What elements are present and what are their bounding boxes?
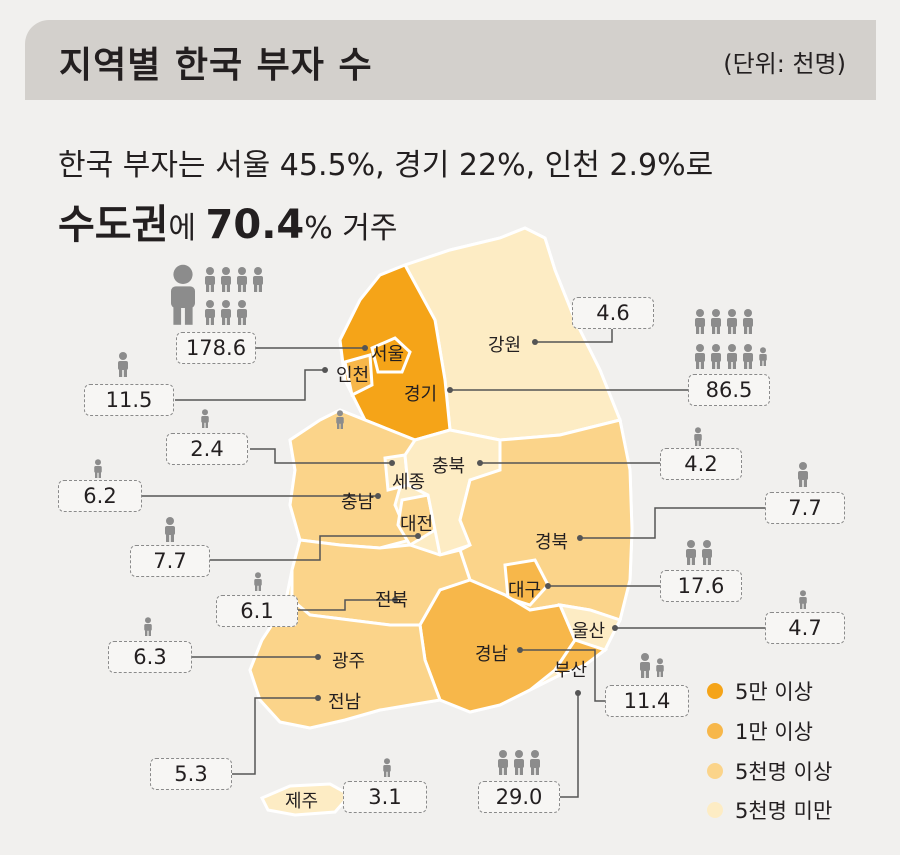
value-box-gyeongnam: 11.4 xyxy=(605,685,689,717)
legend-dot xyxy=(707,763,723,779)
region-daejeon xyxy=(396,493,437,548)
person-icon xyxy=(656,658,664,677)
headline-t2: % 거주 xyxy=(304,211,398,246)
legend-label: 5천명 미만 xyxy=(735,799,833,823)
leader-lines xyxy=(142,328,765,798)
region-daegu xyxy=(503,558,550,607)
value-box-jeju: 3.1 xyxy=(343,781,427,813)
person-icon xyxy=(530,750,540,775)
region-label-busan: 부산 xyxy=(554,660,588,681)
person-icon xyxy=(383,758,391,777)
headline-line-1: 한국 부자는 서울 45.5%, 경기 22%, 인천 2.9%로 xyxy=(58,148,714,183)
value-box-daejeon: 7.7 xyxy=(130,545,210,577)
region-label-jeonbuk: 전북 xyxy=(375,590,409,611)
value-box-gangwon: 4.6 xyxy=(572,297,654,329)
region-chungnam xyxy=(288,408,417,550)
value-box-daegu: 17.6 xyxy=(660,570,742,602)
region-label-daegu: 대구 xyxy=(508,580,542,601)
headline-b1: 수도권 xyxy=(58,202,169,248)
region-label-seoul: 서울 xyxy=(371,344,405,365)
headline-b2: 70.4 xyxy=(205,202,305,248)
value-box-sejong: 2.4 xyxy=(166,433,248,465)
person-icon xyxy=(165,517,175,542)
legend-dot xyxy=(707,683,723,699)
title-bar: 지역별 한국 부자 수 (단위: 천명) xyxy=(25,20,876,100)
person-icon xyxy=(702,540,712,565)
region-label-gangwon: 강원 xyxy=(488,335,522,356)
leader-dots xyxy=(315,339,618,800)
value-box-gyeonggi: 86.5 xyxy=(688,374,770,406)
value-box-seoul: 178.6 xyxy=(176,332,256,364)
legend-item: 1만 이상 xyxy=(707,716,813,746)
person-icon-group-gyeonggi xyxy=(695,309,767,369)
region-label-chungbuk: 충북 xyxy=(432,456,466,477)
person-icon xyxy=(201,409,209,428)
headline-line-2: 수도권에 70.4% 거주 xyxy=(58,192,398,250)
region-incheon xyxy=(343,353,374,398)
legend-item: 5만 이상 xyxy=(707,676,813,706)
person-icon xyxy=(799,590,807,609)
legend-item: 5천명 미만 xyxy=(707,795,832,825)
value-box-chungnam: 6.2 xyxy=(58,480,142,512)
person-icon xyxy=(118,352,128,377)
region-label-gyeonggi: 경기 xyxy=(404,384,438,405)
legend-dot xyxy=(707,802,723,818)
value-box-chungbuk: 4.2 xyxy=(660,448,742,480)
region-jeju xyxy=(259,782,353,817)
person-icon xyxy=(144,617,152,636)
unit-label: (단위: 천명) xyxy=(723,50,846,78)
region-label-jeonnam: 전남 xyxy=(328,692,362,713)
person-icon xyxy=(798,462,808,487)
person-icon xyxy=(686,540,696,565)
region-label-daejeon: 대전 xyxy=(400,514,434,535)
value-box-jeonbuk: 6.1 xyxy=(216,595,298,627)
person-icon xyxy=(514,750,524,775)
region-seoul xyxy=(370,336,412,374)
region-label-gyeongnam: 경남 xyxy=(475,644,509,665)
value-box-jeonnam: 5.3 xyxy=(150,758,232,790)
chart-title: 지역별 한국 부자 수 xyxy=(59,45,373,86)
person-icon xyxy=(694,427,702,446)
legend-item: 5천명 이상 xyxy=(707,756,832,786)
region-label-chungnam: 충남 xyxy=(341,492,375,513)
legend-dot xyxy=(707,723,723,739)
legend-label: 5만 이상 xyxy=(735,680,813,704)
region-label-gwangju: 광주 xyxy=(332,651,366,672)
region-label-jeju: 제주 xyxy=(285,791,319,812)
legend-label: 1만 이상 xyxy=(735,720,813,744)
person-icon xyxy=(498,750,508,775)
region-label-gyeongbuk: 경북 xyxy=(535,532,569,553)
legend-label: 5천명 이상 xyxy=(735,760,833,784)
value-box-busan: 29.0 xyxy=(478,781,560,813)
person-icon xyxy=(94,459,102,478)
person-icon xyxy=(254,572,262,591)
value-box-ulsan: 4.7 xyxy=(765,612,845,644)
person-icon xyxy=(171,264,195,325)
region-label-incheon: 인천 xyxy=(336,365,370,386)
value-box-incheon: 11.5 xyxy=(84,384,174,416)
value-box-gwangju: 6.3 xyxy=(108,641,192,673)
region-jeonnam xyxy=(248,598,443,730)
headline-t1: 에 xyxy=(168,211,206,246)
region-label-ulsan: 울산 xyxy=(572,621,606,642)
region-label-sejong: 세종 xyxy=(392,472,426,493)
value-box-gyeongbuk: 7.7 xyxy=(765,492,845,524)
person-icon xyxy=(640,653,650,678)
